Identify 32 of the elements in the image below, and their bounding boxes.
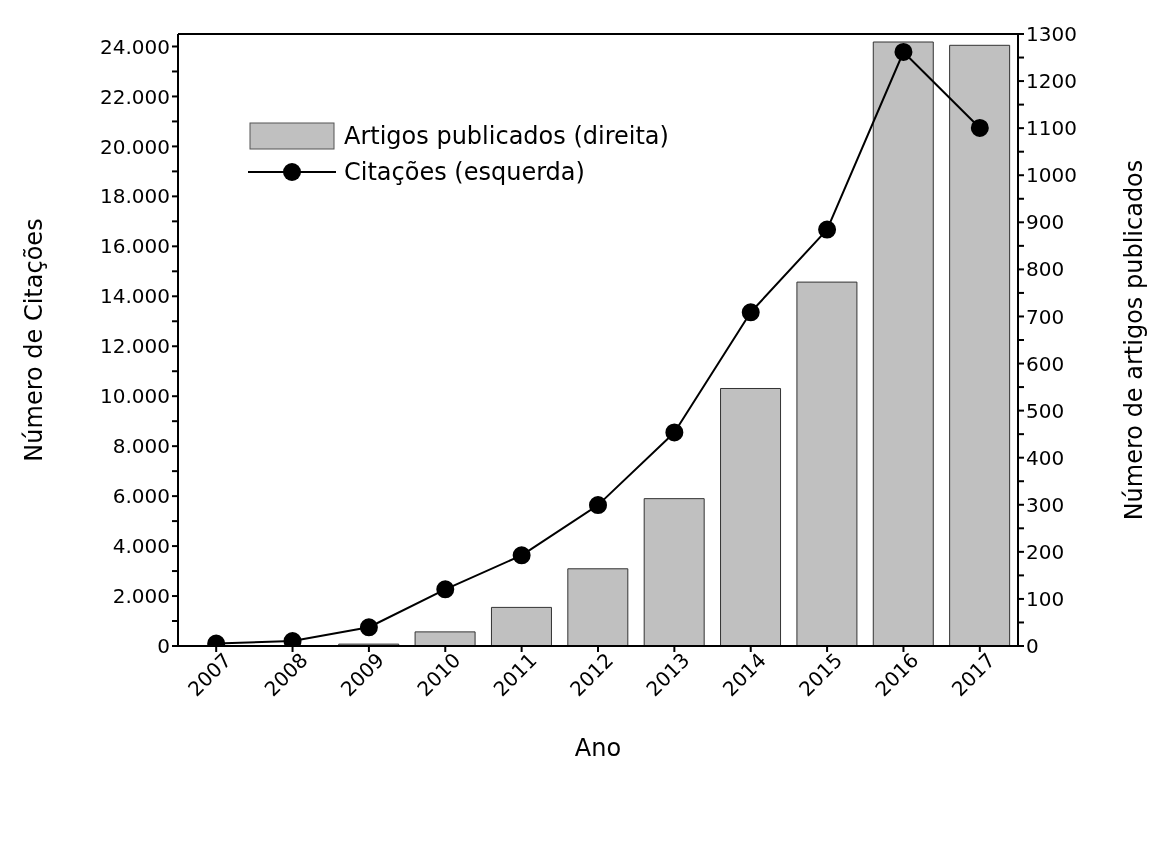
legend-label: Artigos publicados (direita) [344,122,669,150]
y-tick-label: 12.000 [100,334,170,359]
y-tick-label: 2.000 [112,584,170,609]
y2-tick-label: 600 [1026,351,1065,376]
y2-axis-title: Número de artigos publicados [1119,159,1148,521]
x-axis-title: Ano [574,734,622,762]
y2-tick-label: 100 [1026,587,1065,612]
y-tick-label: 24.000 [100,34,170,59]
y2-tick-label: 1300 [1026,22,1077,47]
y2-tick-label: 1000 [1026,163,1077,188]
y-tick-label: 0 [157,634,170,659]
y2-tick-label: 500 [1026,398,1065,423]
y2-tick-label: 1100 [1026,116,1077,141]
y2-tick-label: 700 [1026,304,1065,329]
y-tick-label: 16.000 [100,234,170,259]
y2-tick-label: 300 [1026,492,1065,517]
y-tick-label: 8.000 [112,434,170,459]
y-tick-label: 22.000 [100,84,170,109]
y2-tick-label: 400 [1026,445,1065,470]
y2-tick-label: 1200 [1026,69,1077,94]
y-axis-title: Número de Citações [19,218,48,462]
legend-label: Citações (esquerda) [344,158,585,186]
y-tick-label: 6.000 [112,484,170,509]
y2-tick-label: 800 [1026,257,1065,282]
y2-tick-label: 900 [1026,210,1065,235]
y-tick-label: 4.000 [112,534,170,559]
y2-tick-label: 0 [1026,634,1039,659]
y-tick-label: 14.000 [100,284,170,309]
y2-tick-label: 200 [1026,539,1065,564]
y-tick-label: 18.000 [100,184,170,209]
y-tick-label: 10.000 [100,384,170,409]
y-tick-label: 20.000 [100,134,170,159]
